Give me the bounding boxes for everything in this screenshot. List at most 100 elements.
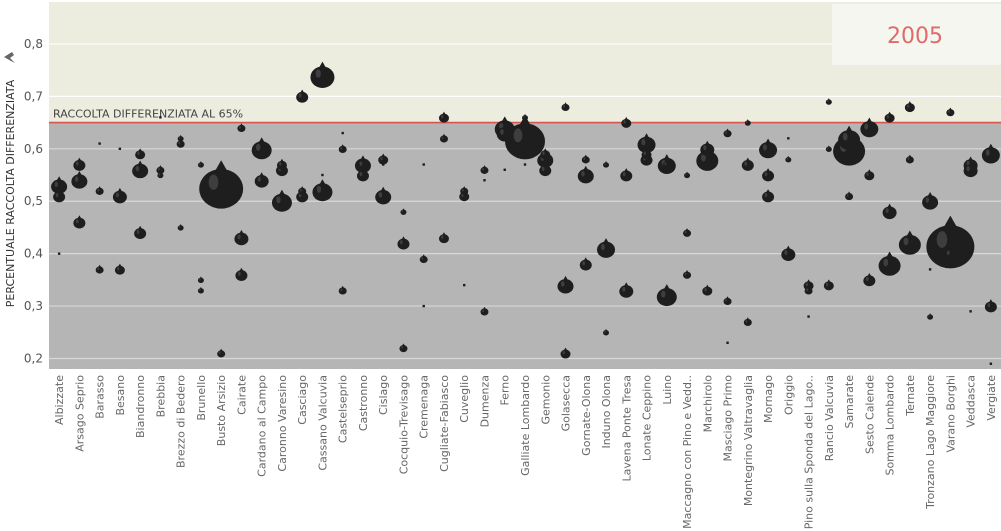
data-point[interactable]: [620, 168, 633, 182]
data-point[interactable]: [505, 115, 545, 160]
data-point[interactable]: [71, 171, 88, 189]
data-point[interactable]: [463, 283, 466, 287]
data-point[interactable]: [177, 134, 184, 142]
data-point[interactable]: [112, 187, 127, 204]
data-point[interactable]: [603, 328, 610, 336]
data-point[interactable]: [438, 232, 449, 244]
data-point[interactable]: [561, 102, 570, 112]
data-point[interactable]: [312, 179, 333, 202]
data-point[interactable]: [762, 189, 775, 203]
data-point[interactable]: [963, 161, 978, 178]
data-point[interactable]: [378, 153, 389, 165]
data-point[interactable]: [132, 160, 149, 179]
data-point[interactable]: [744, 119, 751, 126]
data-point[interactable]: [321, 173, 324, 177]
data-point[interactable]: [438, 111, 449, 123]
data-point[interactable]: [341, 131, 344, 135]
data-point[interactable]: [863, 272, 876, 287]
data-point[interactable]: [781, 245, 796, 262]
data-point[interactable]: [560, 347, 571, 359]
data-point[interactable]: [57, 252, 61, 255]
data-point[interactable]: [603, 161, 610, 168]
data-point[interactable]: [523, 163, 527, 166]
data-point[interactable]: [860, 117, 879, 138]
data-point[interactable]: [683, 270, 692, 279]
data-point[interactable]: [95, 186, 104, 195]
data-point[interactable]: [296, 89, 309, 103]
data-point[interactable]: [134, 225, 147, 239]
data-point[interactable]: [878, 251, 901, 276]
data-point[interactable]: [700, 140, 715, 157]
data-point[interactable]: [217, 348, 226, 358]
data-point[interactable]: [981, 143, 1000, 164]
data-point[interactable]: [723, 296, 732, 306]
data-point[interactable]: [787, 137, 790, 140]
data-point[interactable]: [804, 285, 813, 295]
data-point[interactable]: [579, 257, 592, 271]
data-point[interactable]: [845, 191, 854, 201]
data-point[interactable]: [882, 203, 897, 220]
data-point[interactable]: [95, 264, 104, 274]
data-point[interactable]: [944, 246, 957, 260]
pin-icon[interactable]: [4, 52, 15, 63]
data-point[interactable]: [683, 228, 692, 237]
data-point[interactable]: [276, 158, 287, 170]
data-point[interactable]: [338, 285, 347, 295]
data-point[interactable]: [656, 284, 677, 307]
data-point[interactable]: [838, 125, 861, 150]
data-point[interactable]: [723, 128, 732, 138]
data-point[interactable]: [356, 157, 369, 171]
data-point[interactable]: [785, 155, 792, 163]
data-point[interactable]: [400, 208, 407, 215]
data-point[interactable]: [496, 123, 513, 142]
data-point[interactable]: [73, 157, 86, 171]
data-point[interactable]: [741, 157, 754, 171]
data-point[interactable]: [156, 165, 165, 174]
data-point[interactable]: [422, 304, 425, 308]
data-point[interactable]: [637, 133, 656, 154]
data-point[interactable]: [597, 238, 616, 258]
data-point[interactable]: [251, 137, 272, 160]
data-point[interactable]: [483, 179, 486, 182]
data-point[interactable]: [419, 254, 428, 264]
data-point[interactable]: [557, 275, 574, 294]
data-point[interactable]: [298, 186, 307, 195]
data-point[interactable]: [619, 282, 634, 298]
data-point[interactable]: [864, 169, 875, 181]
data-point[interactable]: [581, 154, 590, 164]
data-point[interactable]: [503, 168, 506, 171]
data-point[interactable]: [310, 61, 335, 88]
data-point[interactable]: [825, 98, 832, 105]
data-point[interactable]: [157, 171, 164, 179]
data-point[interactable]: [641, 148, 652, 160]
data-point[interactable]: [726, 341, 729, 344]
data-point[interactable]: [197, 161, 204, 168]
data-point[interactable]: [823, 279, 834, 291]
data-point[interactable]: [905, 154, 914, 164]
data-point[interactable]: [422, 163, 425, 166]
data-point[interactable]: [898, 230, 921, 255]
data-point[interactable]: [922, 192, 939, 210]
data-point[interactable]: [399, 343, 408, 353]
data-point[interactable]: [927, 313, 934, 320]
data-point[interactable]: [984, 299, 997, 313]
data-point[interactable]: [98, 142, 101, 145]
data-point[interactable]: [539, 162, 552, 177]
data-point[interactable]: [73, 215, 86, 229]
data-point[interactable]: [382, 163, 385, 166]
data-point[interactable]: [743, 317, 752, 327]
data-point[interactable]: [235, 267, 248, 281]
data-point[interactable]: [884, 111, 895, 123]
data-point[interactable]: [439, 133, 448, 143]
data-point[interactable]: [540, 148, 551, 160]
data-point[interactable]: [684, 171, 691, 179]
data-point[interactable]: [522, 113, 528, 121]
data-point[interactable]: [825, 145, 832, 152]
data-point[interactable]: [762, 168, 775, 182]
data-point[interactable]: [234, 229, 249, 246]
data-point[interactable]: [928, 268, 932, 271]
data-point[interactable]: [51, 176, 68, 194]
data-point[interactable]: [199, 160, 244, 209]
data-point[interactable]: [480, 306, 489, 316]
data-point[interactable]: [759, 138, 778, 159]
